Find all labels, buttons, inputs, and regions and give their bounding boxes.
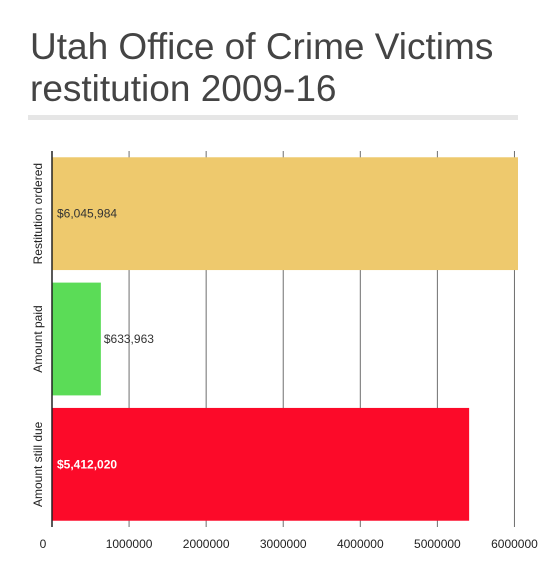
data-label: $5,412,020 — [57, 457, 117, 471]
labels: 0 1000000 2000000 3000000 4000000 5000000 6000… — [31, 163, 538, 551]
chart-title: Utah Office of Crime Victims restitution… — [30, 26, 494, 109]
bar — [52, 407, 470, 521]
category-label: Restitution ordered — [31, 163, 45, 264]
bars — [52, 157, 518, 521]
bar — [52, 157, 518, 271]
data-label: $633,963 — [104, 332, 154, 346]
bar — [52, 282, 101, 396]
x-tick-label: 5000000 — [414, 537, 461, 551]
x-tick-label: 1000000 — [106, 537, 153, 551]
category-label: Amount paid — [31, 305, 45, 372]
title-divider — [28, 115, 518, 120]
category-label: Amount still due — [31, 421, 45, 507]
data-label: $6,045,984 — [57, 207, 117, 221]
x-tick-label: 3000000 — [260, 537, 307, 551]
x-tick-label: 6000000 — [491, 537, 538, 551]
x-tick-label: 4000000 — [337, 537, 384, 551]
x-tick-label: 2000000 — [183, 537, 230, 551]
x-tick-label: 0 — [40, 537, 47, 551]
